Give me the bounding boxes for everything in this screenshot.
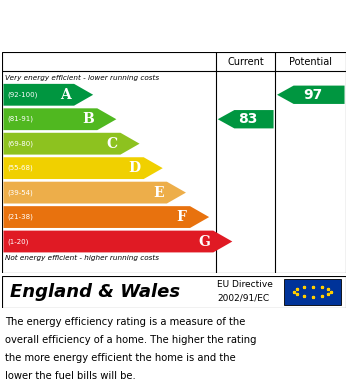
Text: 2002/91/EC: 2002/91/EC [217, 294, 269, 303]
Polygon shape [218, 110, 274, 128]
Text: C: C [106, 137, 117, 151]
Text: D: D [128, 161, 140, 175]
Text: 83: 83 [238, 112, 258, 126]
Text: (69-80): (69-80) [8, 140, 34, 147]
Text: A: A [60, 88, 71, 102]
Text: The energy efficiency rating is a measure of the: The energy efficiency rating is a measur… [5, 317, 246, 327]
Text: EU Directive: EU Directive [217, 280, 273, 289]
Text: the more energy efficient the home is and the: the more energy efficient the home is an… [5, 353, 236, 363]
Polygon shape [3, 231, 232, 253]
Text: (81-91): (81-91) [8, 116, 34, 122]
Polygon shape [3, 157, 163, 179]
Text: F: F [177, 210, 187, 224]
Bar [284, 279, 341, 305]
Polygon shape [3, 133, 140, 154]
Text: E: E [153, 186, 164, 199]
Text: (21-38): (21-38) [8, 214, 33, 220]
Text: lower the fuel bills will be.: lower the fuel bills will be. [5, 371, 136, 381]
Text: (92-100): (92-100) [8, 91, 38, 98]
Polygon shape [3, 108, 116, 130]
Text: Energy Efficiency Rating: Energy Efficiency Rating [9, 26, 219, 41]
Text: G: G [198, 235, 210, 249]
Polygon shape [3, 206, 209, 228]
Text: England & Wales: England & Wales [10, 283, 181, 301]
Polygon shape [277, 86, 345, 104]
Text: (1-20): (1-20) [8, 238, 29, 245]
Text: (55-68): (55-68) [8, 165, 33, 171]
Text: Not energy efficient - higher running costs: Not energy efficient - higher running co… [5, 255, 159, 261]
Text: overall efficiency of a home. The higher the rating: overall efficiency of a home. The higher… [5, 335, 257, 345]
Polygon shape [3, 182, 186, 203]
Text: 97: 97 [304, 88, 323, 102]
Text: Very energy efficient - lower running costs: Very energy efficient - lower running co… [5, 75, 159, 81]
Text: (39-54): (39-54) [8, 189, 33, 196]
Text: Potential: Potential [289, 57, 332, 66]
Text: B: B [82, 112, 94, 126]
Polygon shape [3, 84, 93, 106]
Text: Current: Current [227, 57, 264, 66]
